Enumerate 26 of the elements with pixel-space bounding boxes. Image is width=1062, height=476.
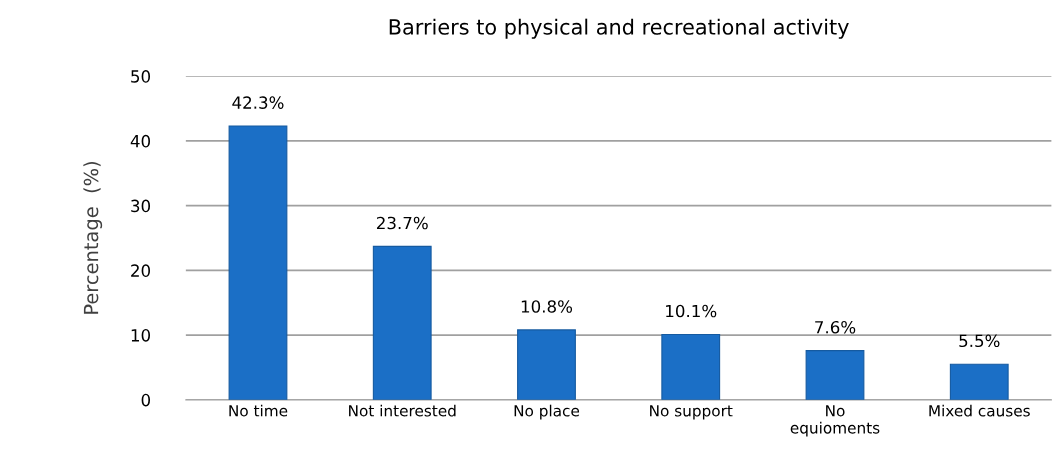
x-tick-label: No equioments xyxy=(790,405,880,437)
bar xyxy=(661,333,721,400)
data-label: 10.1% xyxy=(666,304,717,318)
bar xyxy=(517,329,576,400)
x-tick-label: No support xyxy=(650,405,733,420)
x-tick-label: No time xyxy=(229,404,288,417)
data-label: 7.6% xyxy=(815,320,856,334)
y-axis-title: Percentage (%) xyxy=(83,161,103,314)
chart-title: Barriers to physical and recreational activity xyxy=(389,18,849,39)
y-tick-label: 30 xyxy=(131,199,151,213)
y-tick-label: 40 xyxy=(130,134,151,148)
data-label: 5.5% xyxy=(959,334,1000,348)
bar xyxy=(805,350,865,400)
bar xyxy=(372,245,432,400)
data-label: 10.8% xyxy=(521,300,573,313)
x-tick-label: No place xyxy=(514,404,580,420)
y-tick-label: 50 xyxy=(131,70,151,83)
bar xyxy=(949,363,1009,400)
y-tick-label: 20 xyxy=(131,264,151,277)
y-tick-label: 10 xyxy=(131,329,151,342)
x-tick-label: Mixed causes xyxy=(929,404,1030,417)
y-tick-label: 0 xyxy=(141,393,151,407)
bar xyxy=(228,125,288,400)
data-label: 23.7% xyxy=(376,216,428,230)
x-tick-label: Not interested xyxy=(349,404,456,417)
data-label: 42.3% xyxy=(232,96,284,109)
